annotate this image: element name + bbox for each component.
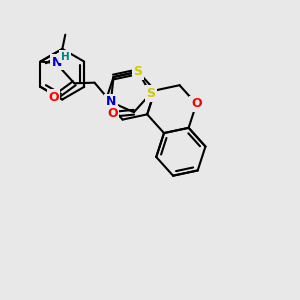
Text: S: S bbox=[146, 87, 155, 100]
Text: N: N bbox=[52, 56, 62, 69]
Text: N: N bbox=[106, 95, 116, 109]
Text: H: H bbox=[61, 52, 70, 61]
Text: O: O bbox=[107, 107, 118, 120]
Text: O: O bbox=[191, 98, 202, 110]
Text: S: S bbox=[134, 65, 142, 78]
Text: O: O bbox=[48, 91, 59, 104]
